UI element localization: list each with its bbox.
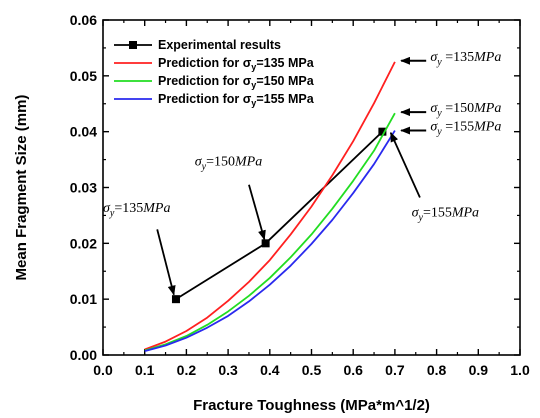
annotation-label: σy =155MPa [430, 120, 501, 138]
legend-label: Prediction for σy=150 MPa [158, 74, 315, 90]
y-axis-title: Mean Fragment Size (mm) [13, 95, 30, 281]
legend-entry-1: Prediction for σy=135 MPa [114, 56, 315, 72]
annotation-layer: σy=135MPa σy=150MPa σy=155MPa σy =135MPa σy … [103, 50, 501, 296]
series-line [144, 61, 396, 351]
series-0 [171, 127, 387, 304]
x-axis-title: Fracture Toughness (MPa*m^1/2) [193, 397, 430, 414]
annotation-label: σy =135MPa [430, 50, 501, 68]
series-line [144, 130, 396, 352]
x-tick-label: 0.8 [427, 362, 447, 378]
y-tick-label: 0.05 [70, 68, 97, 84]
x-tick-label: 0.4 [260, 362, 280, 378]
y-tick-label: 0.00 [70, 347, 97, 363]
x-tick-label: 0.6 [343, 362, 363, 378]
x-tick-label: 0.7 [385, 362, 405, 378]
x-tick-label: 0.9 [469, 362, 489, 378]
annotation-4: σy =150MPa [400, 101, 501, 119]
legend-entry-0: Experimental results [114, 38, 281, 52]
series-line [144, 112, 396, 352]
data-point [171, 295, 180, 304]
annotation-1: σy=150MPa [195, 155, 266, 241]
x-tick-label: 0.0 [93, 362, 113, 378]
plot-frame [102, 19, 521, 356]
legend-entry-3: Prediction for σy=155 MPa [114, 92, 315, 108]
x-tick-label: 0.1 [135, 362, 155, 378]
annotation-arrow [156, 229, 176, 296]
y-tick-label: 0.02 [70, 235, 97, 251]
annotation-arrow [248, 184, 266, 241]
legend-entry-2: Prediction for σy=150 MPa [114, 74, 315, 90]
y-tick-label: 0.01 [70, 291, 97, 307]
annotation-arrow [389, 131, 421, 198]
series-2 [144, 112, 396, 352]
x-tick-label: 0.2 [177, 362, 197, 378]
axis-tick-labels: 0.0 0.1 0.2 0.3 0.4 0.5 0.6 0.7 0.8 0.9 1.0 0.00 0.0… [70, 12, 530, 378]
axis-ticks [102, 19, 521, 356]
annotation-5: σy =155MPa [400, 120, 501, 138]
x-tick-label: 0.3 [218, 362, 238, 378]
x-tick-label: 0.5 [302, 362, 322, 378]
annotation-label: σy=150MPa [195, 155, 262, 173]
annotation-label: σy =150MPa [430, 101, 501, 119]
legend-label: Prediction for σy=155 MPa [158, 92, 315, 108]
legend: Experimental results Prediction for σy=13… [114, 38, 315, 108]
plot-border [102, 19, 521, 356]
legend-swatch-marker [129, 41, 137, 49]
y-tick-label: 0.06 [70, 12, 97, 28]
series-3 [144, 130, 396, 352]
annotation-3: σy =135MPa [400, 50, 501, 68]
annotation-label: σy=135MPa [103, 201, 170, 219]
y-tick-label: 0.03 [70, 180, 97, 196]
y-tick-label: 0.04 [70, 124, 97, 140]
legend-label: Experimental results [158, 38, 281, 52]
annotation-0: σy=135MPa [103, 201, 176, 296]
annotation-label: σy=155MPa [412, 206, 479, 224]
annotation-2: σy=155MPa [389, 131, 479, 224]
series-1 [144, 61, 396, 351]
legend-label: Prediction for σy=135 MPa [158, 56, 315, 72]
x-tick-label: 1.0 [510, 362, 530, 378]
data-point [261, 239, 270, 248]
series-layer [144, 61, 396, 352]
data-point [378, 127, 387, 136]
